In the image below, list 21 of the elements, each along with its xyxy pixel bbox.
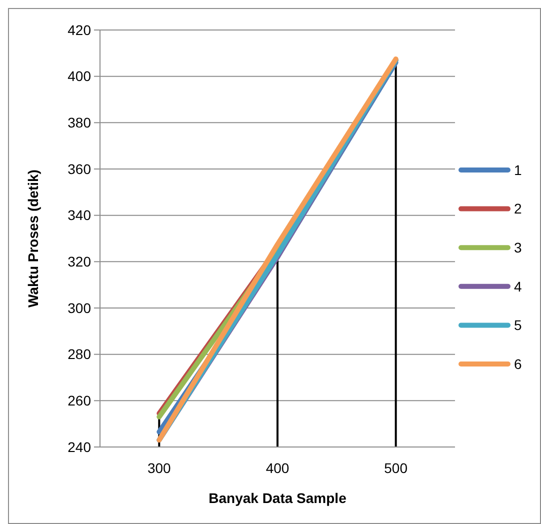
y-tick-label: 240 xyxy=(68,438,92,455)
y-tick-label: 280 xyxy=(68,346,92,362)
y-tick-label: 420 xyxy=(68,22,92,38)
legend-label: 4 xyxy=(514,278,522,294)
legend-label: 6 xyxy=(514,356,522,372)
legend-label: 5 xyxy=(514,317,522,334)
y-tick-label: 400 xyxy=(68,68,92,84)
x-axis-title: Banyak Data Sample xyxy=(208,490,347,506)
x-tick-label: 500 xyxy=(384,460,408,476)
legend-label: 1 xyxy=(514,162,522,178)
x-tick-label: 400 xyxy=(266,460,290,476)
y-axis-title: Waktu Proses (detik) xyxy=(25,170,41,308)
y-tick-label: 360 xyxy=(68,160,92,177)
y-tick-label: 320 xyxy=(68,254,92,270)
legend-label: 2 xyxy=(514,200,522,217)
y-tick-label: 380 xyxy=(68,114,92,131)
y-tick-label: 340 xyxy=(68,207,92,224)
legend-label: 3 xyxy=(514,240,522,256)
x-tick-label: 300 xyxy=(147,460,172,476)
y-tick-label: 300 xyxy=(68,300,92,316)
y-tick-label: 260 xyxy=(68,392,92,409)
